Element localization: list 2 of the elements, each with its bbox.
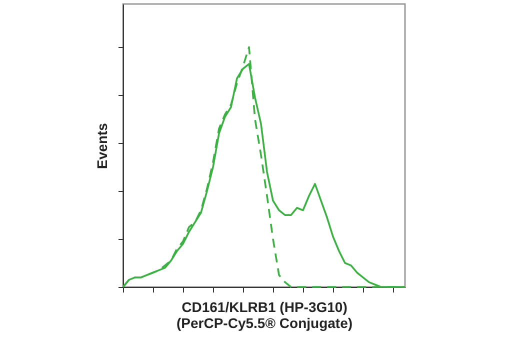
y-axis-title: Events [94,122,110,169]
x-axis-title: CD161/KLRB1 (HP-3G10) (PerCP-Cy5.5® Conjugate) [176,299,353,331]
